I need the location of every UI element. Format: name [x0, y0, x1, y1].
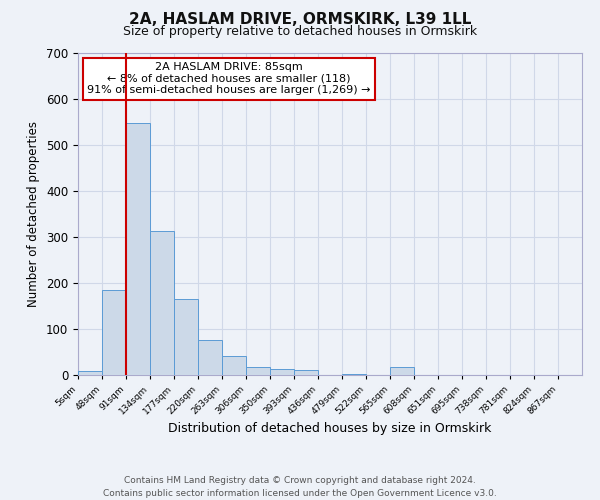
- Text: 2A, HASLAM DRIVE, ORMSKIRK, L39 1LL: 2A, HASLAM DRIVE, ORMSKIRK, L39 1LL: [129, 12, 471, 28]
- Bar: [270, 370, 294, 375]
- Bar: [126, 123, 150, 375]
- Bar: [198, 340, 221, 375]
- Y-axis label: Number of detached properties: Number of detached properties: [28, 120, 40, 306]
- Bar: [294, 370, 318, 375]
- Text: Size of property relative to detached houses in Ormskirk: Size of property relative to detached ho…: [123, 25, 477, 38]
- Bar: [102, 290, 126, 375]
- Bar: [221, 356, 245, 375]
- Bar: [390, 367, 414, 375]
- Text: 2A HASLAM DRIVE: 85sqm
← 8% of detached houses are smaller (118)
91% of semi-det: 2A HASLAM DRIVE: 85sqm ← 8% of detached …: [88, 62, 371, 96]
- Bar: [245, 367, 269, 375]
- Text: Contains HM Land Registry data © Crown copyright and database right 2024.
Contai: Contains HM Land Registry data © Crown c…: [103, 476, 497, 498]
- Bar: [150, 232, 174, 375]
- X-axis label: Distribution of detached houses by size in Ormskirk: Distribution of detached houses by size …: [169, 422, 491, 434]
- Bar: [174, 299, 198, 375]
- Bar: [342, 374, 366, 375]
- Bar: [78, 372, 102, 375]
